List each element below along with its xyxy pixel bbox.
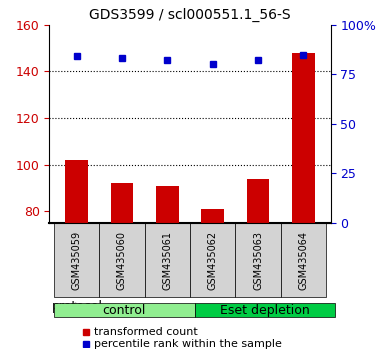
Text: protocol: protocol [52,300,103,313]
Bar [292,53,315,223]
Bar [201,209,224,223]
Text: GSM435059: GSM435059 [71,230,82,290]
Bar [111,183,133,223]
Title: GDS3599 / scl000551.1_56-S: GDS3599 / scl000551.1_56-S [89,8,291,22]
FancyBboxPatch shape [235,223,281,297]
FancyBboxPatch shape [54,223,99,297]
Text: GSM435062: GSM435062 [208,230,218,290]
FancyBboxPatch shape [99,223,145,297]
FancyBboxPatch shape [281,223,326,297]
Bar [65,160,88,223]
Text: transformed count: transformed count [94,327,198,337]
FancyBboxPatch shape [190,223,235,297]
Bar [156,186,179,223]
Text: percentile rank within the sample: percentile rank within the sample [94,339,282,349]
Text: control: control [103,304,146,317]
Bar [247,179,269,223]
FancyBboxPatch shape [145,223,190,297]
Text: GSM435061: GSM435061 [162,231,172,290]
Text: GSM435060: GSM435060 [117,231,127,290]
Text: GSM435064: GSM435064 [298,231,309,290]
Text: Eset depletion: Eset depletion [220,304,310,317]
Text: GSM435063: GSM435063 [253,231,263,290]
